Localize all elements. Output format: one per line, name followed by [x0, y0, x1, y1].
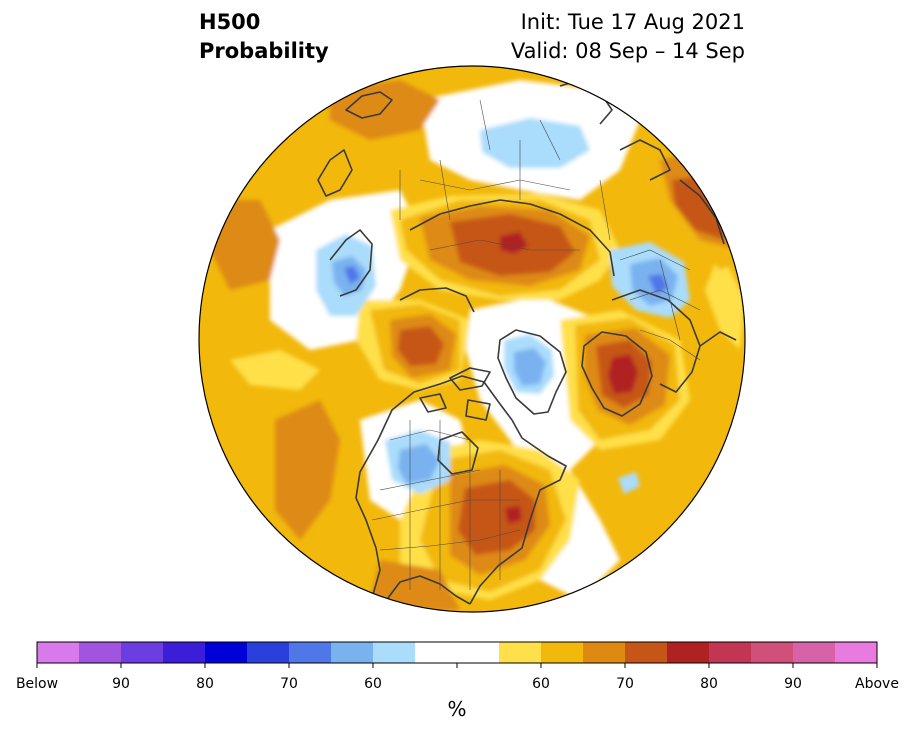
colorbar-unit-label: %: [447, 697, 466, 721]
map-title-left: H500 Probability: [199, 8, 329, 66]
polar-probability-map: [198, 65, 746, 613]
contour-above-70-26: [458, 480, 535, 555]
globe-boundary: [198, 65, 746, 613]
contour-above-65-15: [210, 200, 280, 290]
borders: [371, 99, 701, 590]
colorbar-tick-label: Below: [16, 676, 58, 692]
coastlines: [317, 79, 737, 605]
colorbar-cell: [289, 642, 332, 663]
contour-above-65-17: [330, 80, 440, 140]
contour-above-75-31: [505, 506, 522, 524]
valid-range-label: Valid: 08 Sep – 14 Sep: [510, 39, 745, 63]
colorbar-cell: [709, 642, 752, 663]
colorbar-tick-label: 80: [700, 676, 718, 692]
contour-above-65-16: [275, 400, 340, 540]
contour-below-60-41: [398, 444, 440, 484]
colorbar-cell: [247, 642, 290, 663]
product-label: Probability: [199, 39, 329, 63]
map-title-right: Init: Tue 17 Aug 2021 Valid: 08 Sep – 14…: [511, 8, 745, 66]
colorbar-tick-label: 90: [784, 676, 802, 692]
colorbar-cell: [625, 642, 668, 663]
contour-below-60-40: [514, 348, 546, 386]
colorbar-cell: [499, 642, 542, 663]
contour-below-55-32: [480, 118, 590, 168]
colorbar-cells: [37, 642, 878, 663]
colorbar-cell: [163, 642, 206, 663]
colorbar-cell: [751, 642, 794, 663]
colorbar-tick-label: 70: [616, 676, 634, 692]
colorbar-cell: [541, 642, 584, 663]
contour-below-65-43: [648, 274, 668, 294]
colorbar-cell: [205, 642, 248, 663]
colorbar-cell: [457, 642, 500, 663]
colorbar-cell: [79, 642, 122, 663]
init-date-label: Init: Tue 17 Aug 2021: [520, 10, 745, 34]
colorbar-tick-label: 70: [280, 676, 298, 692]
colorbar-cell: [667, 642, 710, 663]
colorbar-cell: [373, 642, 416, 663]
colorbar-tick-label: 80: [196, 676, 214, 692]
contour-above-75-30: [608, 354, 638, 394]
colorbar-cell: [121, 642, 164, 663]
contour-above-55-4: [705, 250, 745, 350]
probability-field: [199, 66, 745, 612]
colorbar-tick-label: 60: [532, 676, 550, 692]
colorbar-cell: [583, 642, 626, 663]
colorbar-cell: [835, 642, 878, 663]
contour-above-55-5: [230, 350, 320, 390]
colorbar-cell: [415, 642, 458, 663]
colorbar-cell: [37, 642, 80, 663]
variable-label: H500: [199, 10, 261, 34]
contour-below-55-37: [618, 472, 640, 494]
colorbar-tick-label: 60: [364, 676, 382, 692]
colorbar-ticks: Below 90 80 70 60 60 70 80 90 Above: [16, 663, 899, 692]
contour-below-65-42: [344, 266, 360, 284]
colorbar-tick-label: Above: [855, 676, 899, 692]
colorbar-cell: [331, 642, 374, 663]
contour-above-70-28: [672, 175, 730, 240]
colorbar-tick-label: 90: [112, 676, 130, 692]
contour-above-65-23: [370, 560, 460, 612]
contour-above-70-25: [398, 326, 444, 366]
colorbar-cell: [793, 642, 836, 663]
